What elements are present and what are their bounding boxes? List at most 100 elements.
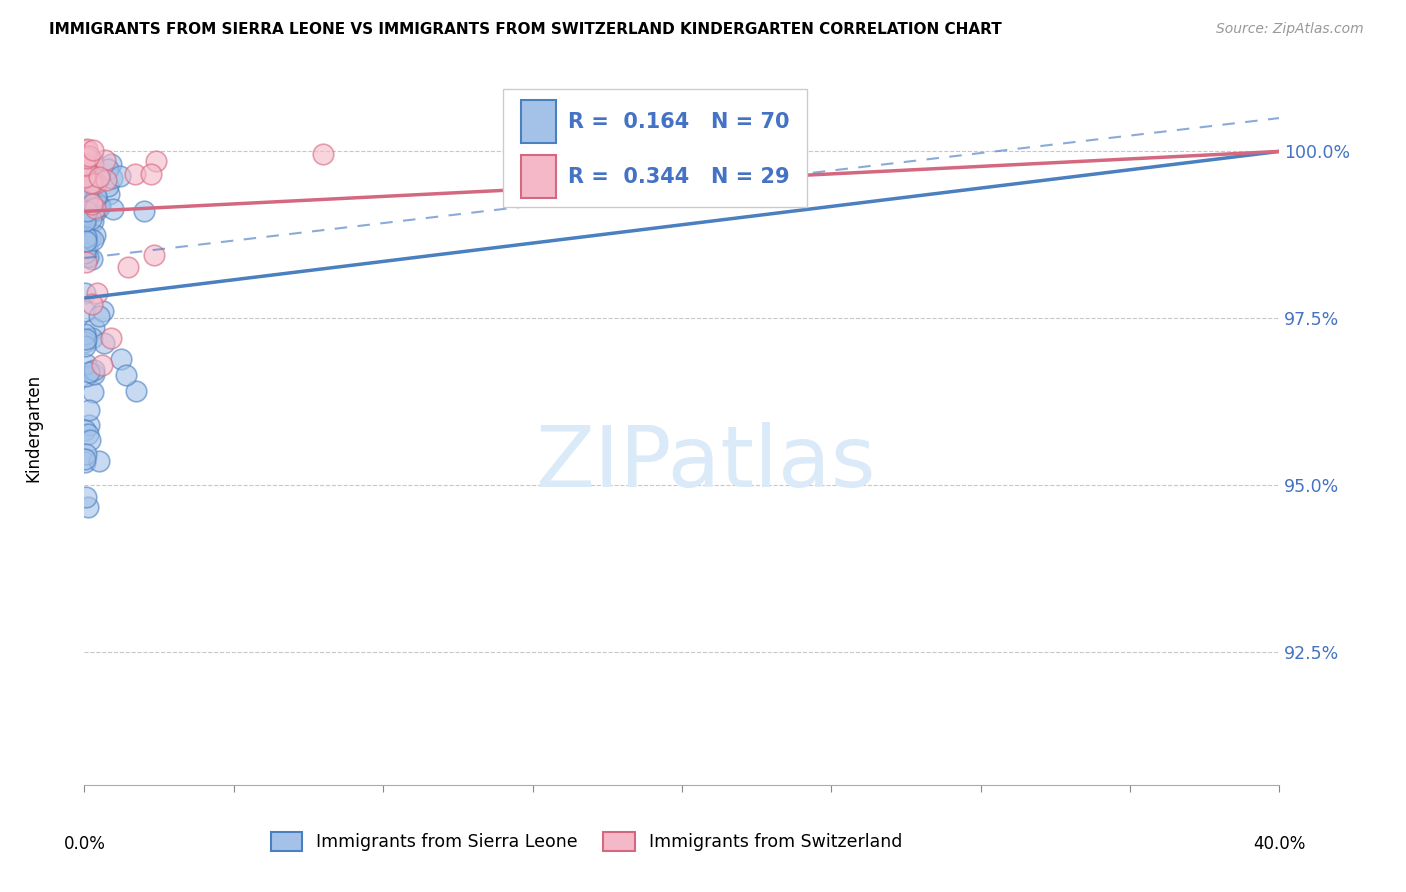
Point bbox=[79, 176, 101, 190]
Point bbox=[75, 254, 97, 268]
Point bbox=[98, 186, 121, 201]
Point bbox=[79, 433, 101, 447]
Point bbox=[84, 190, 107, 204]
Point bbox=[115, 368, 138, 382]
Point bbox=[75, 230, 97, 244]
Point bbox=[76, 151, 98, 165]
Point bbox=[110, 351, 132, 366]
Point bbox=[91, 358, 114, 372]
Point bbox=[83, 321, 105, 335]
Point bbox=[87, 198, 110, 212]
Point bbox=[143, 248, 166, 262]
Point bbox=[76, 239, 98, 253]
Point bbox=[86, 176, 108, 190]
Text: R =  0.344   N = 29: R = 0.344 N = 29 bbox=[568, 167, 790, 186]
Point bbox=[132, 203, 156, 218]
Point bbox=[77, 418, 100, 433]
Point bbox=[75, 208, 97, 222]
Point bbox=[82, 158, 104, 172]
Text: 0.0%: 0.0% bbox=[63, 835, 105, 853]
Text: R =  0.164   N = 70: R = 0.164 N = 70 bbox=[568, 112, 790, 131]
Point bbox=[75, 452, 97, 467]
Point bbox=[100, 331, 122, 345]
Point bbox=[82, 176, 104, 190]
Point bbox=[73, 246, 96, 260]
Point bbox=[73, 304, 96, 318]
Point bbox=[84, 189, 107, 203]
Point bbox=[100, 171, 122, 186]
Point bbox=[145, 154, 167, 169]
Point bbox=[87, 454, 110, 468]
Point bbox=[80, 212, 103, 227]
Point bbox=[101, 202, 124, 217]
Point bbox=[73, 334, 96, 349]
Point bbox=[76, 172, 98, 186]
Legend: Immigrants from Sierra Leone, Immigrants from Switzerland: Immigrants from Sierra Leone, Immigrants… bbox=[264, 825, 908, 858]
Text: 40.0%: 40.0% bbox=[1253, 835, 1306, 853]
Point bbox=[100, 157, 122, 171]
Point bbox=[82, 384, 104, 399]
Point bbox=[83, 363, 105, 377]
Point bbox=[86, 286, 108, 301]
Text: Kindergarten: Kindergarten bbox=[24, 374, 42, 483]
Text: IMMIGRANTS FROM SIERRA LEONE VS IMMIGRANTS FROM SWITZERLAND KINDERGARTEN CORRELA: IMMIGRANTS FROM SIERRA LEONE VS IMMIGRAN… bbox=[49, 22, 1002, 37]
Point bbox=[76, 191, 98, 205]
Point bbox=[83, 368, 105, 382]
Point bbox=[312, 146, 335, 161]
Point bbox=[76, 198, 98, 212]
Point bbox=[77, 403, 100, 417]
Point bbox=[82, 233, 104, 247]
Point bbox=[82, 153, 104, 168]
Point bbox=[80, 252, 103, 266]
Point bbox=[73, 423, 96, 437]
Point bbox=[117, 260, 139, 274]
Point bbox=[75, 235, 97, 250]
Point bbox=[84, 201, 107, 215]
Point bbox=[77, 181, 100, 195]
Point bbox=[80, 297, 103, 311]
Point bbox=[93, 335, 115, 350]
Point bbox=[139, 167, 162, 181]
Point bbox=[75, 447, 97, 461]
Point bbox=[82, 143, 104, 157]
Point bbox=[80, 197, 103, 211]
Point bbox=[89, 199, 111, 213]
FancyBboxPatch shape bbox=[503, 89, 807, 207]
Point bbox=[73, 455, 96, 469]
Point bbox=[87, 170, 110, 185]
Point bbox=[73, 285, 96, 300]
Point bbox=[89, 309, 111, 323]
Point bbox=[76, 203, 98, 218]
Point bbox=[77, 427, 100, 442]
Point bbox=[75, 332, 97, 346]
Point bbox=[73, 158, 96, 172]
Bar bbox=[520, 155, 557, 198]
Point bbox=[94, 153, 117, 167]
Point bbox=[73, 157, 96, 171]
Point bbox=[125, 384, 148, 398]
Point bbox=[110, 169, 132, 183]
Point bbox=[97, 161, 120, 176]
Point bbox=[82, 214, 104, 228]
Point bbox=[73, 216, 96, 230]
Point bbox=[97, 178, 120, 193]
Text: Source: ZipAtlas.com: Source: ZipAtlas.com bbox=[1216, 22, 1364, 37]
Point bbox=[75, 491, 97, 505]
Point bbox=[73, 327, 96, 342]
Point bbox=[96, 173, 118, 187]
Point bbox=[73, 170, 96, 185]
Point bbox=[75, 249, 97, 263]
Point bbox=[73, 205, 96, 219]
Point bbox=[79, 149, 101, 163]
Point bbox=[75, 160, 97, 174]
Point bbox=[124, 167, 146, 181]
Point bbox=[75, 358, 97, 372]
Point bbox=[77, 208, 100, 222]
Point bbox=[75, 339, 97, 353]
Point bbox=[75, 234, 97, 248]
Point bbox=[79, 231, 101, 245]
Point bbox=[73, 144, 96, 158]
Point bbox=[76, 142, 98, 156]
Point bbox=[84, 227, 107, 242]
Point bbox=[73, 214, 96, 228]
